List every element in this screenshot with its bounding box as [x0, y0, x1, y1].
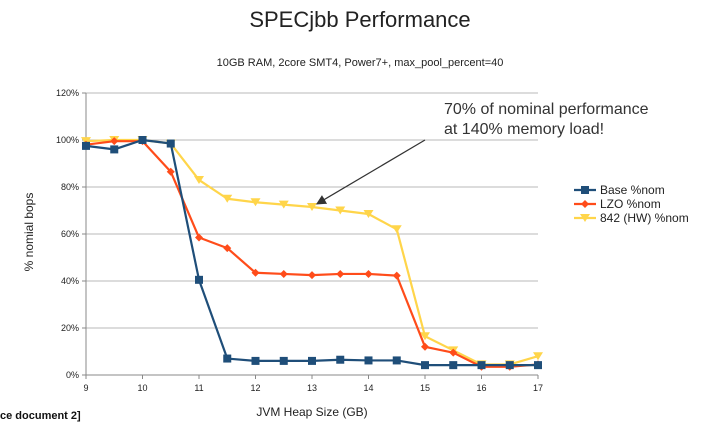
data-point-square [505, 361, 514, 370]
x-tick-label: 9 [83, 383, 88, 393]
data-point-triangle [222, 194, 233, 203]
y-tick-label: 20% [61, 323, 79, 333]
annotation-line-2: at 140% memory load! [444, 121, 604, 138]
data-point-square [82, 141, 90, 150]
data-point-square [223, 354, 232, 363]
data-point-triangle [580, 214, 590, 222]
data-point-square [392, 356, 401, 365]
data-point-square [110, 145, 119, 154]
x-tick-label: 10 [137, 383, 147, 393]
series-line [85, 140, 539, 368]
data-point-diamond [364, 269, 373, 278]
y-tick-label: 0% [66, 370, 79, 380]
data-point-square [195, 275, 203, 284]
legend-label: Base %nom [600, 183, 665, 197]
y-tick-labels: 0% 20% 40% 60% 80% 100% 120% [56, 88, 79, 380]
data-point-diamond [195, 233, 203, 242]
data-point-square [308, 356, 316, 365]
y-tick-label: 100% [56, 135, 79, 145]
data-point-diamond [336, 269, 345, 278]
legend-label: 842 (HW) %nom [600, 211, 689, 225]
data-point-triangle [250, 198, 261, 207]
data-point-square [449, 361, 458, 370]
data-point-diamond [110, 137, 119, 146]
x-axis-title: JVM Heap Size (GB) [256, 405, 367, 419]
data-point-diamond [392, 271, 401, 280]
data-point-triangle [335, 206, 346, 215]
chart-subtitle: 10GB RAM, 2core SMT4, Power7+, max_pool_… [217, 57, 504, 69]
data-point-triangle [391, 225, 402, 234]
legend-item: 842 (HW) %nom [574, 211, 689, 225]
series-0 [82, 136, 542, 370]
series-line [85, 138, 538, 367]
data-point-triangle [307, 202, 317, 211]
series-1 [82, 137, 542, 371]
footer-fragment: ce document 2] [0, 410, 81, 422]
data-point-triangle [194, 175, 204, 184]
data-point-diamond [166, 167, 175, 176]
chart-title: SPECjbb Performance [249, 7, 470, 32]
data-point-square [534, 361, 542, 370]
data-point-square [138, 136, 147, 144]
data-point-square [279, 356, 288, 365]
annotation-line-1: 70% of nominal performance [444, 101, 649, 118]
x-tick-label: 15 [420, 383, 430, 393]
x-tick-label: 14 [363, 383, 373, 393]
data-point-diamond [421, 342, 429, 351]
series-line [85, 138, 539, 366]
data-series [81, 136, 543, 371]
data-point-square [421, 361, 429, 370]
data-point-diamond [279, 269, 288, 278]
y-tick-label: 60% [61, 229, 79, 239]
data-point-triangle [420, 332, 430, 341]
y-tick-label: 120% [56, 88, 79, 98]
y-axis-title: % nomial bops [22, 193, 36, 272]
legend-label: LZO %nom [600, 197, 661, 211]
data-point-square [581, 186, 589, 194]
data-point-diamond [581, 200, 589, 208]
x-tick-label: 17 [533, 383, 543, 393]
gridlines [86, 92, 538, 376]
data-point-diamond [223, 244, 232, 253]
data-point-square [364, 356, 373, 365]
data-point-triangle [533, 352, 543, 361]
x-tick-label: 11 [194, 383, 203, 393]
series-2 [81, 136, 543, 369]
data-point-square [251, 356, 260, 365]
x-tick-label: 13 [307, 383, 317, 393]
x-tick-labels: 9 10 11 12 13 14 15 16 17 [83, 383, 543, 393]
data-point-diamond [308, 271, 316, 280]
data-point-diamond [251, 268, 260, 277]
data-point-diamond [449, 348, 458, 357]
data-point-square [477, 361, 486, 370]
x-tick-label: 12 [250, 383, 260, 393]
data-point-triangle [363, 210, 374, 219]
annotation: 70% of nominal performance at 140% memor… [315, 101, 649, 205]
legend-item: LZO %nom [574, 197, 661, 211]
data-point-triangle [278, 200, 289, 209]
y-tick-label: 80% [61, 182, 79, 192]
data-point-square [336, 355, 345, 364]
legend-item: Base %nom [574, 183, 665, 197]
data-point-square [166, 139, 175, 148]
x-tick-label: 16 [476, 383, 486, 393]
annotation-arrow [315, 139, 426, 205]
y-tick-label: 40% [61, 276, 79, 286]
